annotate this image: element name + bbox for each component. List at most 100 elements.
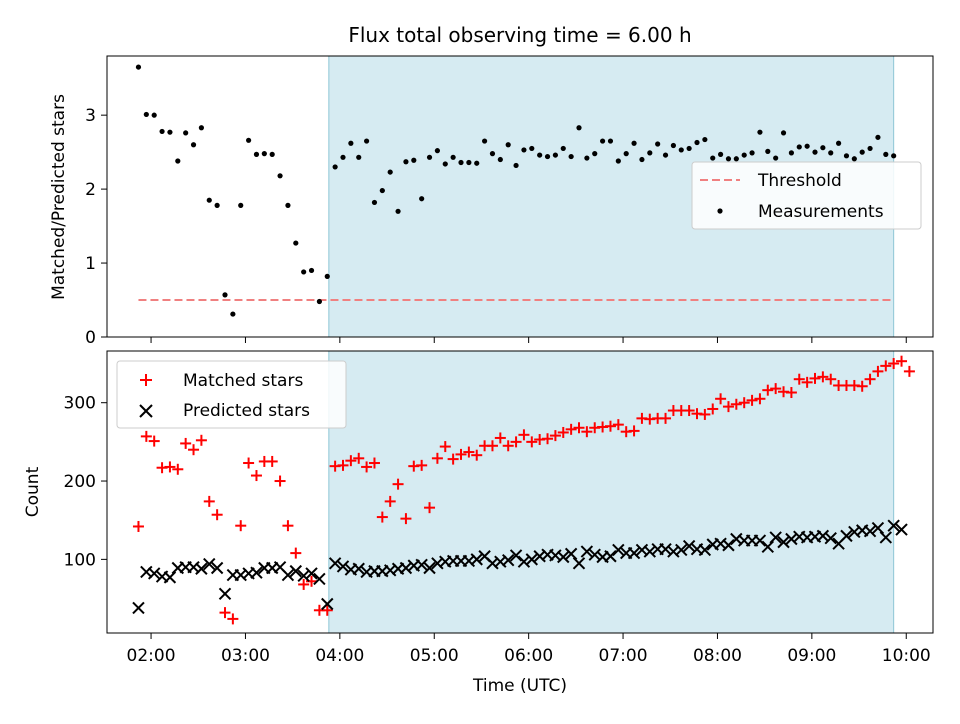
predicted-star-point bbox=[557, 550, 570, 564]
measurement-point bbox=[686, 145, 692, 152]
measurement-point bbox=[584, 155, 590, 161]
predicted-star-point bbox=[415, 558, 428, 572]
matched-star-point bbox=[793, 373, 805, 385]
predicted-star-point bbox=[163, 571, 177, 584]
predicted-star-point bbox=[210, 561, 224, 575]
measurement-point bbox=[560, 145, 566, 152]
measurement-point bbox=[450, 154, 456, 160]
measurement-point bbox=[269, 151, 275, 157]
matched-star-point bbox=[337, 459, 349, 471]
measurement-point bbox=[301, 269, 307, 275]
matched-star-point bbox=[660, 412, 672, 424]
measurement-point bbox=[198, 125, 204, 131]
y-tick-label: 0 bbox=[85, 328, 96, 348]
measurement-point bbox=[788, 150, 795, 156]
matched-star-point bbox=[235, 520, 247, 532]
top-marks bbox=[135, 64, 897, 317]
measurement-point bbox=[576, 125, 582, 131]
measurement-point bbox=[678, 147, 684, 153]
measurement-point bbox=[836, 140, 842, 146]
predicted-star-point bbox=[871, 521, 885, 535]
measurement-point bbox=[348, 140, 354, 146]
x-tick-label: 09:00 bbox=[787, 646, 836, 666]
matched-star-point bbox=[502, 440, 514, 452]
measurement-point bbox=[592, 151, 598, 157]
predicted-star-point bbox=[761, 540, 775, 554]
matched-star-point bbox=[148, 435, 160, 447]
predicted-star-point bbox=[399, 561, 413, 575]
matched-star-point bbox=[565, 423, 577, 435]
matched-star-point bbox=[400, 513, 412, 525]
measurement-point bbox=[655, 141, 661, 147]
predicted-star-point bbox=[132, 601, 145, 615]
matched-star-point bbox=[282, 520, 294, 532]
measurement-point bbox=[615, 158, 621, 164]
predicted-star-point bbox=[824, 532, 837, 545]
predicted-star-point bbox=[297, 569, 310, 583]
measurement-point bbox=[426, 154, 433, 160]
legend-predicted-swatch bbox=[139, 404, 153, 418]
matched-star-point bbox=[250, 470, 262, 482]
predicted-star-point bbox=[604, 550, 617, 563]
measurement-point bbox=[765, 148, 771, 154]
legend-matched-swatch bbox=[140, 374, 152, 386]
bottom-plot-frame bbox=[106, 350, 934, 634]
measurement-point bbox=[356, 154, 362, 160]
matched-star-point bbox=[416, 459, 428, 471]
top-x-ticks bbox=[150, 337, 907, 343]
matched-star-point bbox=[518, 429, 530, 441]
matched-star-point bbox=[471, 449, 483, 461]
measurement-point bbox=[442, 161, 448, 167]
measurement-point bbox=[371, 199, 378, 206]
measurement-point bbox=[403, 159, 409, 165]
measurement-point bbox=[552, 152, 559, 158]
matched-star-point bbox=[707, 403, 719, 415]
x-tick-label: 10:00 bbox=[882, 646, 931, 666]
matched-star-point bbox=[447, 453, 459, 465]
matched-star-point bbox=[164, 461, 176, 473]
matched-star-point bbox=[195, 434, 207, 446]
measurement-point bbox=[175, 158, 181, 164]
measurement-point bbox=[710, 155, 716, 161]
matched-star-point bbox=[762, 384, 774, 396]
matched-star-point bbox=[345, 455, 357, 467]
matched-star-point bbox=[817, 371, 829, 383]
measurement-point bbox=[135, 64, 142, 70]
matched-star-point bbox=[463, 446, 475, 458]
matched-star-point bbox=[785, 387, 797, 399]
measurement-point bbox=[607, 138, 614, 144]
measurement-point bbox=[733, 156, 739, 162]
matched-star-point bbox=[227, 613, 239, 625]
measurement-point bbox=[316, 298, 322, 305]
matched-star-point bbox=[140, 430, 152, 442]
matched-star-point bbox=[486, 440, 498, 452]
measurement-point bbox=[411, 157, 417, 163]
matched-star-point bbox=[730, 398, 742, 410]
measurement-point bbox=[253, 151, 260, 157]
matched-star-point bbox=[809, 372, 821, 384]
measurement-point bbox=[238, 202, 244, 208]
measurement-point bbox=[206, 197, 212, 203]
matched-star-point bbox=[424, 502, 436, 514]
matched-star-point bbox=[903, 365, 915, 377]
measurement-point bbox=[725, 156, 732, 162]
predicted-star-point bbox=[863, 524, 877, 538]
measurement-point bbox=[694, 139, 700, 146]
legend-threshold-label: Threshold bbox=[757, 171, 842, 191]
measurement-point bbox=[647, 150, 653, 156]
measurement-point bbox=[891, 153, 897, 159]
measurement-point bbox=[867, 145, 873, 152]
predicted-star-point bbox=[887, 519, 900, 532]
bottom-legend: Matched stars Predicted stars bbox=[116, 360, 347, 429]
predicted-star-point bbox=[147, 567, 161, 580]
measurement-point bbox=[293, 240, 299, 246]
matched-star-point bbox=[353, 452, 365, 464]
measurement-point bbox=[780, 130, 787, 136]
measurement-point bbox=[277, 173, 283, 179]
top-y-ticks: 0 1 2 3 bbox=[85, 106, 107, 348]
matched-star-point bbox=[494, 432, 506, 444]
predicted-star-point bbox=[470, 553, 483, 566]
y-tick-label: 200 bbox=[64, 472, 96, 492]
